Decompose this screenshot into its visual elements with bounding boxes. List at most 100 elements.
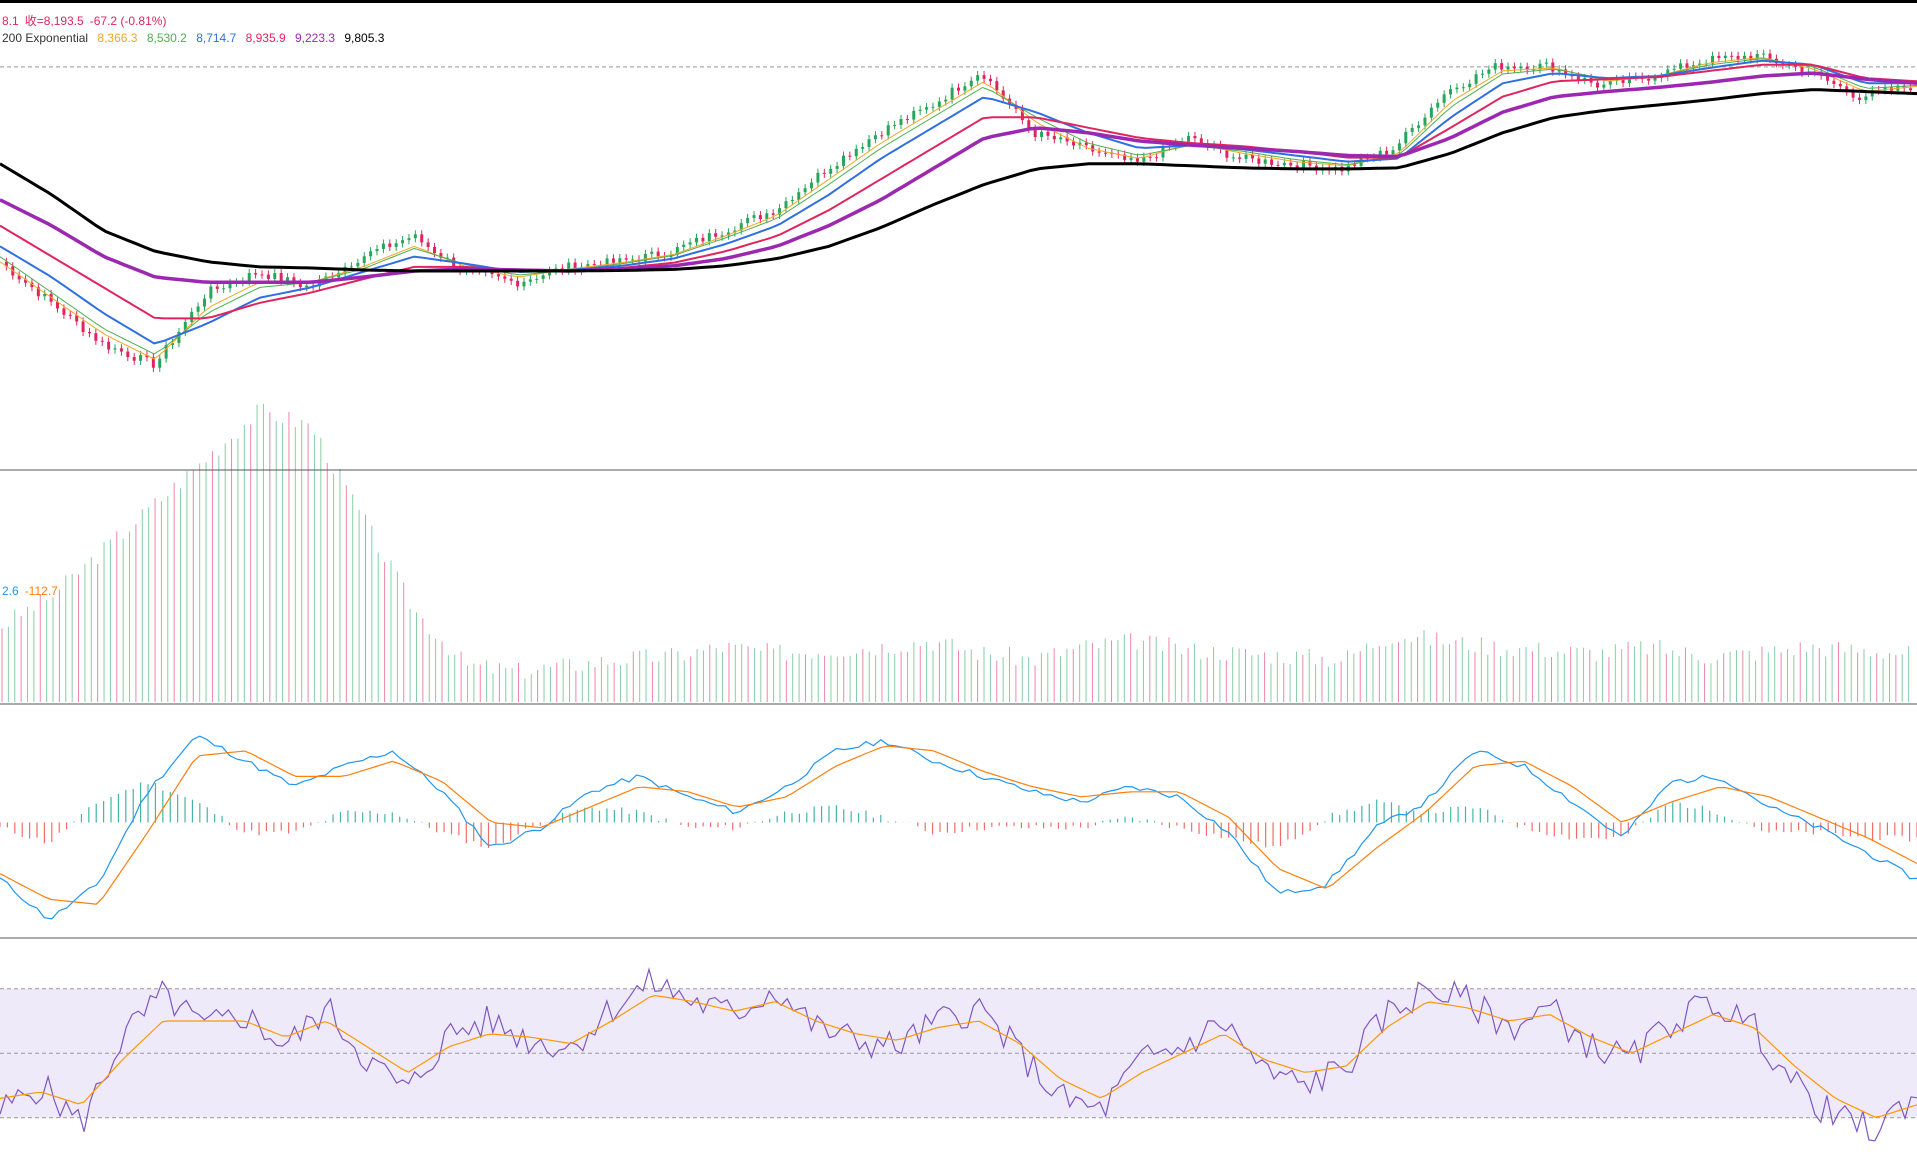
candle-body	[1397, 143, 1401, 151]
candle-body	[957, 87, 960, 91]
candle-body	[701, 237, 705, 242]
candle-body	[1442, 94, 1446, 103]
candle-body	[899, 119, 903, 125]
candle-body	[516, 280, 520, 287]
candle-body	[988, 78, 992, 82]
candle-body	[362, 256, 366, 263]
candle-body	[1046, 131, 1050, 136]
candle-body	[746, 217, 750, 224]
candle-body	[1493, 63, 1497, 70]
candle-body	[1909, 88, 1913, 91]
candle-body	[816, 172, 820, 183]
ma-line-1	[0, 57, 1917, 360]
candle-body	[1270, 159, 1274, 165]
candle-body	[1557, 69, 1561, 72]
candle-body	[771, 213, 775, 215]
candle-body	[1072, 141, 1076, 146]
candle-body	[1033, 128, 1037, 138]
candle-body	[266, 274, 270, 279]
ma-line-5	[0, 71, 1917, 285]
candle-body	[420, 234, 424, 243]
candle-body	[778, 208, 782, 215]
candle-body	[215, 286, 219, 289]
candle-body	[1225, 149, 1229, 158]
ma-value-6: 9,805.3	[344, 31, 385, 45]
candle-body	[1455, 87, 1459, 90]
candle-body	[1762, 53, 1766, 55]
candle-body	[886, 125, 890, 136]
candle-body	[1250, 154, 1254, 159]
candle-body	[592, 264, 596, 266]
volume-panel	[1, 403, 1910, 702]
candle-body	[1800, 66, 1804, 73]
candle-body	[605, 258, 609, 268]
candle-body	[611, 258, 615, 263]
candle-body	[848, 155, 852, 157]
candle-body	[650, 251, 654, 254]
candle-body	[254, 273, 258, 275]
candle-body	[643, 253, 647, 262]
close-label: 收=8,193.5	[24, 14, 84, 28]
candle-body	[439, 253, 443, 258]
candle-body	[1506, 66, 1510, 70]
candle-body	[56, 301, 60, 309]
macd-line	[0, 735, 1917, 920]
candle-body	[1231, 157, 1235, 159]
candle-body	[1244, 154, 1248, 159]
candle-body	[171, 343, 175, 345]
candle-body	[1755, 53, 1759, 60]
candle-body	[618, 258, 622, 263]
candle-body	[976, 75, 980, 81]
candle-body	[631, 259, 635, 261]
candle-body	[1602, 84, 1606, 88]
candle-body	[1711, 55, 1715, 64]
candle-body	[490, 272, 494, 275]
candle-body	[30, 282, 34, 288]
candle-body	[298, 283, 302, 288]
candle-body	[1583, 77, 1587, 80]
candle-body	[158, 358, 162, 368]
candle-body	[1423, 117, 1427, 126]
candle-body	[1410, 127, 1414, 132]
candle-body	[1135, 157, 1139, 162]
rsi-line	[0, 967, 1917, 1142]
candle-body	[950, 87, 954, 100]
candle-body	[1627, 76, 1631, 84]
ma-label: 200 Exponential	[2, 31, 89, 45]
candle-body	[969, 80, 973, 87]
candle-body	[228, 282, 232, 289]
candle-body	[1282, 162, 1286, 166]
candle-body	[1845, 86, 1849, 92]
price-legend: 8.1 收=8,193.5 -67.2 (-0.81%)	[2, 12, 172, 29]
ma-line-2	[0, 58, 1917, 355]
candle-body	[1596, 82, 1599, 88]
candle-body	[1525, 66, 1529, 71]
candle-body	[880, 135, 884, 137]
ma-value-5: 9,223.3	[294, 31, 336, 45]
candle-body	[1500, 63, 1504, 70]
candle-body	[624, 258, 628, 260]
panel-dividers	[0, 469, 1917, 939]
candle-body	[829, 168, 833, 174]
candle-body	[1052, 135, 1056, 140]
candle-body	[407, 238, 411, 241]
candle-body	[81, 321, 85, 333]
candle-body	[1864, 96, 1868, 100]
candle-body	[1883, 87, 1887, 91]
candle-body	[202, 298, 206, 307]
candle-body	[247, 273, 251, 282]
candle-body	[1040, 131, 1044, 138]
candle-body	[413, 234, 417, 239]
candle-body	[273, 273, 277, 279]
candle-body	[861, 147, 865, 149]
candle-body	[867, 139, 871, 148]
candle-body	[1097, 151, 1101, 153]
candle-body	[707, 233, 711, 242]
candle-body	[62, 308, 66, 315]
candle-body	[1532, 69, 1536, 71]
candle-body	[1902, 85, 1906, 89]
candle-body	[394, 243, 398, 247]
price-panel	[0, 49, 1917, 372]
candle-body	[196, 306, 200, 312]
